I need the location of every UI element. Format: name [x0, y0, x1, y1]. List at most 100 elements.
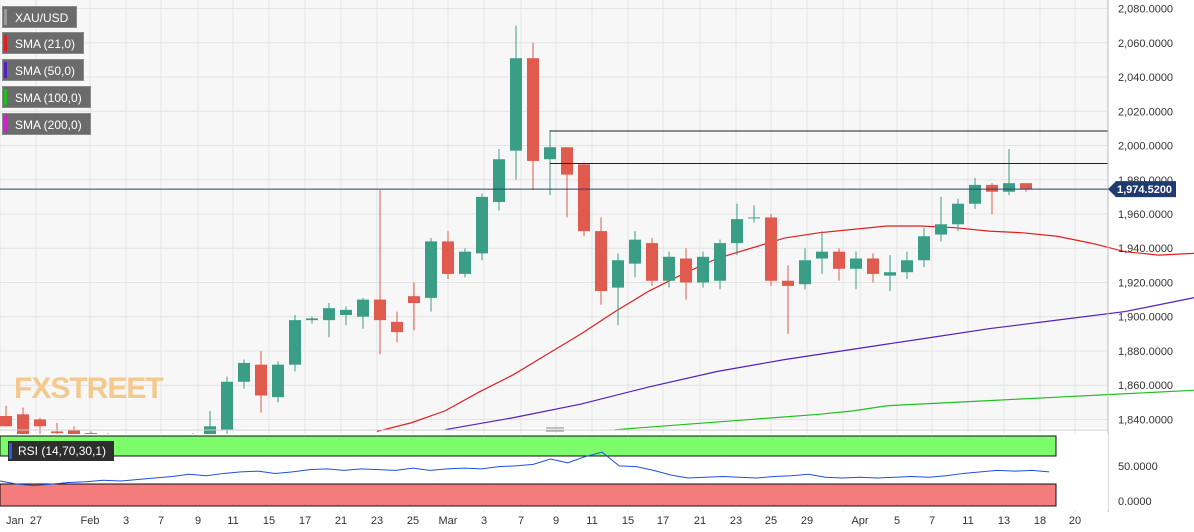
- candle-body: [272, 364, 284, 398]
- rsi-legend[interactable]: RSI (14,70,30,1): [8, 441, 115, 461]
- candle-body: [612, 260, 624, 288]
- legend-sma-50[interactable]: SMA (50,0): [2, 59, 85, 81]
- sma-100-swatch: [4, 89, 7, 105]
- candle-body: [391, 321, 403, 333]
- legend-symbol-label: XAU/USD: [15, 11, 69, 25]
- legend-symbol[interactable]: XAU/USD: [2, 6, 78, 28]
- legend-sma-100-label: SMA (100,0): [15, 91, 82, 105]
- candle-body: [782, 280, 794, 286]
- legend-sma-50-label: SMA (50,0): [15, 64, 76, 78]
- time-tick-label: 3: [123, 515, 129, 527]
- candle-body: [986, 184, 998, 192]
- candle-body: [765, 217, 777, 281]
- candle-body: [408, 296, 420, 304]
- last-price-tag: [1108, 181, 1176, 198]
- sma-50-swatch: [4, 62, 7, 78]
- candle-body: [204, 426, 216, 435]
- time-tick-label: Mar: [439, 515, 458, 527]
- candle-body: [969, 184, 981, 204]
- candle-body: [510, 58, 522, 151]
- price-tick-label: 1,920.0000: [1118, 277, 1173, 289]
- time-tick-label: 9: [195, 515, 201, 527]
- time-tick-label: 21: [335, 515, 347, 527]
- candle-body: [1003, 183, 1015, 192]
- candle-body: [867, 258, 879, 274]
- price-tick-label: 2,040.0000: [1118, 72, 1173, 84]
- candle-body: [629, 239, 641, 264]
- time-tick-label: 27: [30, 515, 42, 527]
- candle-body: [748, 217, 760, 219]
- candle-body: [561, 147, 573, 175]
- price-tick-label: 2,000.0000: [1118, 141, 1173, 153]
- candle-body: [17, 414, 29, 437]
- time-tick-label: 13: [998, 515, 1010, 527]
- time-tick-label: 17: [299, 515, 311, 527]
- time-tick-label: 29: [801, 515, 813, 527]
- time-tick-label: Feb: [81, 515, 100, 527]
- candle-body: [51, 431, 63, 434]
- time-tick-label: 7: [929, 515, 935, 527]
- time-tick-label: Apr: [851, 515, 868, 527]
- time-tick-label: 11: [586, 515, 597, 527]
- candle-body: [714, 243, 726, 281]
- sma-line: [444, 296, 1194, 431]
- price-tick-label: 1,840.0000: [1118, 414, 1173, 426]
- time-tick-label: 20: [1069, 515, 1081, 527]
- candle-body: [799, 260, 811, 285]
- price-axis: 1,840.0000 1,860.0000 1,880.0000 1,900.0000…: [0, 0, 1176, 512]
- price-tick-label: 2,080.0000: [1118, 4, 1173, 16]
- candle-body: [289, 320, 301, 365]
- candle-body: [578, 164, 590, 232]
- candle-body: [527, 58, 539, 161]
- candle-body: [918, 236, 930, 261]
- candle-body: [646, 243, 658, 281]
- candle-body: [884, 272, 896, 276]
- candle-body: [425, 241, 437, 298]
- sma-lines: [376, 225, 1194, 433]
- price-tick-label: 1,880.0000: [1118, 346, 1173, 358]
- candle-body: [731, 219, 743, 244]
- rsi-swatch: [9, 443, 12, 459]
- candle-body: [1020, 183, 1032, 190]
- sma-line: [376, 225, 1194, 433]
- candle-body: [935, 224, 947, 235]
- time-tick-label: 3: [481, 515, 487, 527]
- legend-sma-21[interactable]: SMA (21,0): [2, 32, 85, 54]
- time-tick-label: 25: [407, 515, 419, 527]
- candle-body: [680, 258, 692, 283]
- watermark-street: STREET: [50, 372, 163, 405]
- time-tick-label: 9: [553, 515, 559, 527]
- last-price-label: 1,974.5200: [1117, 184, 1172, 196]
- time-tick-label: Jan: [6, 515, 24, 527]
- legend-sma-21-label: SMA (21,0): [15, 37, 76, 51]
- candle-body: [340, 309, 352, 316]
- rsi-tick-label: 50.0000: [1118, 461, 1158, 473]
- horizontal-levels: [0, 130, 1108, 190]
- candle-body: [255, 364, 267, 396]
- time-tick-label: 5: [894, 515, 900, 527]
- legend-sma-200-label: SMA (200,0): [15, 118, 82, 132]
- legend-sma-100[interactable]: SMA (100,0): [2, 86, 91, 108]
- rsi-tick-label: 0.0000: [1118, 496, 1152, 508]
- candle-body: [0, 416, 12, 427]
- time-tick-label: 18: [1034, 515, 1046, 527]
- candle-body: [850, 258, 862, 269]
- price-tick-label: 2,060.0000: [1118, 38, 1173, 50]
- time-tick-label: 7: [518, 515, 524, 527]
- price-tick-label: 1,940.0000: [1118, 243, 1173, 255]
- time-tick-label: 15: [622, 515, 634, 527]
- time-tick-label: 17: [657, 515, 669, 527]
- time-axis-background: [0, 512, 1194, 532]
- candle-body: [357, 299, 369, 317]
- time-tick-label: 23: [371, 515, 383, 527]
- candle-body: [442, 241, 454, 274]
- price-tick-label: 1,860.0000: [1118, 380, 1173, 392]
- fxstreet-watermark: FXSTREET: [14, 372, 164, 406]
- legend-sma-200[interactable]: SMA (200,0): [2, 113, 91, 135]
- price-tick-label: 1,960.0000: [1118, 209, 1173, 221]
- time-axis: Jan 27 Feb 3 7 9 11 15 17 21 23 25 Mar 3 7 9 11 15 17 21 23 2…: [0, 512, 1194, 532]
- time-tick-label: 7: [158, 515, 164, 527]
- candle-body: [493, 159, 505, 203]
